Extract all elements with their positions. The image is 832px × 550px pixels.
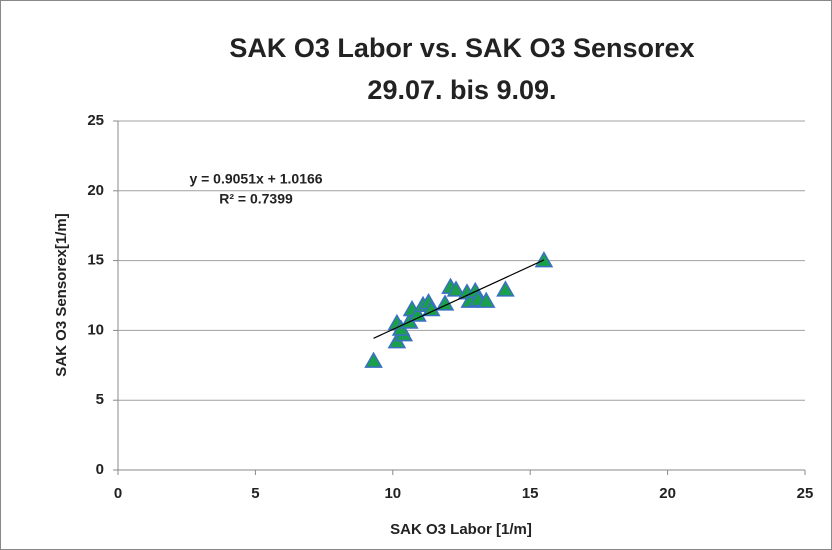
y-tick-label: 0 bbox=[96, 461, 104, 478]
x-tick-label: 25 bbox=[797, 485, 814, 502]
x-tick-label: 20 bbox=[659, 485, 676, 502]
trend-equation: y = 0.9051x + 1.0166 bbox=[189, 171, 322, 187]
data-point bbox=[435, 294, 455, 311]
x-tick-label: 5 bbox=[251, 485, 259, 502]
chart-title: SAK O3 Labor vs. SAK O3 Sensorex bbox=[229, 33, 694, 63]
trendline bbox=[373, 259, 545, 339]
data-point bbox=[408, 305, 427, 322]
trend-r2: R² = 0.7399 bbox=[219, 191, 293, 207]
data-point bbox=[496, 280, 515, 297]
x-tick-label: 15 bbox=[522, 485, 539, 502]
y-tick-label: 10 bbox=[87, 321, 104, 338]
x-axis-label: SAK O3 Labor [1/m] bbox=[390, 521, 532, 538]
data-point bbox=[446, 280, 466, 297]
data-point bbox=[534, 251, 554, 268]
y-tick-label: 25 bbox=[87, 112, 104, 129]
chart-subtitle: 29.07. bis 9.09. bbox=[367, 75, 556, 105]
data-point bbox=[421, 299, 441, 317]
x-tick-label: 0 bbox=[114, 485, 122, 502]
data-point bbox=[364, 351, 383, 368]
y-tick-label: 15 bbox=[87, 252, 104, 269]
x-tick-label: 10 bbox=[384, 485, 401, 502]
data-point bbox=[476, 291, 496, 308]
y-tick-label: 20 bbox=[87, 182, 104, 199]
y-axis-label: SAK O3 Sensorex[1/m] bbox=[53, 213, 70, 376]
y-tick-label: 5 bbox=[96, 391, 104, 408]
